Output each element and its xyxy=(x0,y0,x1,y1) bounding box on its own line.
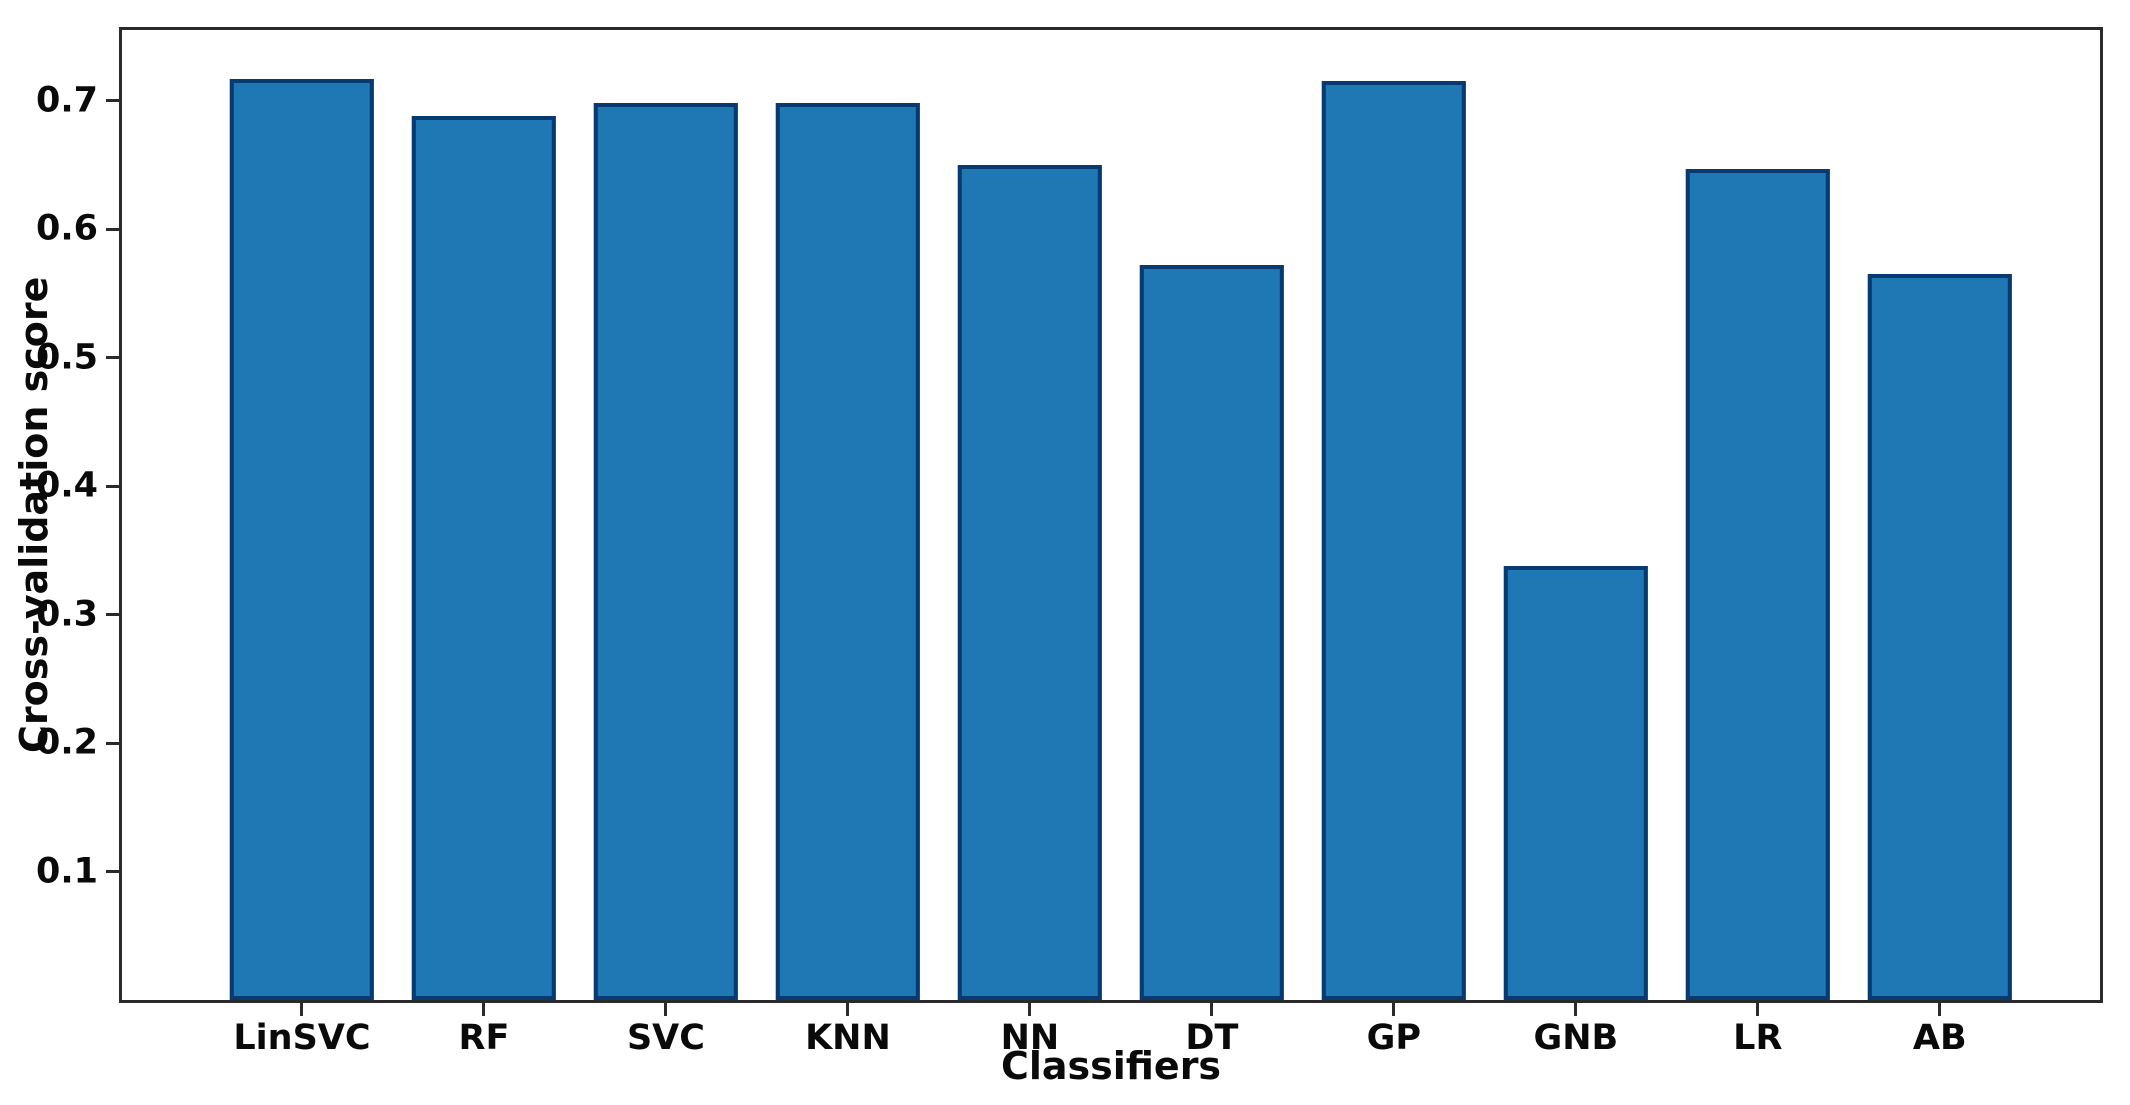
bar-linsvc xyxy=(229,78,375,1000)
y-tick-mark xyxy=(106,484,119,488)
y-tick-mark xyxy=(106,741,119,745)
x-tick-mark xyxy=(1756,1003,1760,1016)
x-tick-mark xyxy=(482,1003,486,1016)
x-tick-label-lr: LR xyxy=(1733,1018,1783,1058)
bar-svc xyxy=(593,103,739,1000)
x-axis-label: Classifiers xyxy=(1000,1044,1222,1088)
bar-dt xyxy=(1139,265,1285,1000)
x-tick-label-linsvc: LinSVC xyxy=(233,1018,371,1058)
bar-ab xyxy=(1867,274,2012,1000)
x-tick-mark xyxy=(1392,1003,1396,1016)
y-tick-label-0-2: 0.2 xyxy=(35,722,98,763)
bar-lr xyxy=(1685,168,1830,1000)
y-tick-label-0-4: 0.4 xyxy=(35,465,98,506)
y-tick-label-0-5: 0.5 xyxy=(35,337,98,378)
bar-nn xyxy=(957,164,1103,1000)
x-tick-mark xyxy=(846,1003,850,1016)
y-tick-label-0-7: 0.7 xyxy=(35,80,98,121)
y-tick-mark xyxy=(106,870,119,874)
bar-knn xyxy=(775,103,921,1000)
y-tick-label-0-3: 0.3 xyxy=(35,594,98,635)
x-tick-label-nn: NN xyxy=(1000,1018,1060,1058)
plot-area: LinSVC RF SVC KNN NN DT GP GNB LR AB 0.1 0.2 0.3 0.4 0… xyxy=(36,27,2103,1056)
x-tick-label-gnb: GNB xyxy=(1533,1018,1619,1058)
y-tick-mark xyxy=(106,356,119,360)
x-tick-label-dt: DT xyxy=(1185,1018,1239,1058)
y-tick-mark xyxy=(106,99,119,103)
y-tick-label-0-6: 0.6 xyxy=(35,208,98,249)
x-tick-mark xyxy=(300,1003,304,1016)
x-tick-mark xyxy=(1028,1003,1032,1016)
x-tick-label-rf: RF xyxy=(458,1018,510,1058)
bar-rf xyxy=(411,116,557,1000)
x-tick-mark xyxy=(1210,1003,1214,1016)
bar-gnb xyxy=(1503,565,1649,1000)
bar-gp xyxy=(1321,81,1467,1000)
y-tick-mark xyxy=(106,613,119,617)
x-tick-label-svc: SVC xyxy=(626,1018,705,1058)
x-tick-mark xyxy=(664,1003,668,1016)
x-tick-label-knn: KNN xyxy=(805,1018,891,1058)
y-tick-label-0-1: 0.1 xyxy=(35,851,98,892)
x-tick-label-ab: AB xyxy=(1912,1018,1967,1058)
y-tick-mark xyxy=(106,227,119,231)
x-tick-mark xyxy=(1574,1003,1578,1016)
x-tick-label-gp: GP xyxy=(1366,1018,1422,1058)
x-tick-mark xyxy=(1938,1003,1942,1016)
